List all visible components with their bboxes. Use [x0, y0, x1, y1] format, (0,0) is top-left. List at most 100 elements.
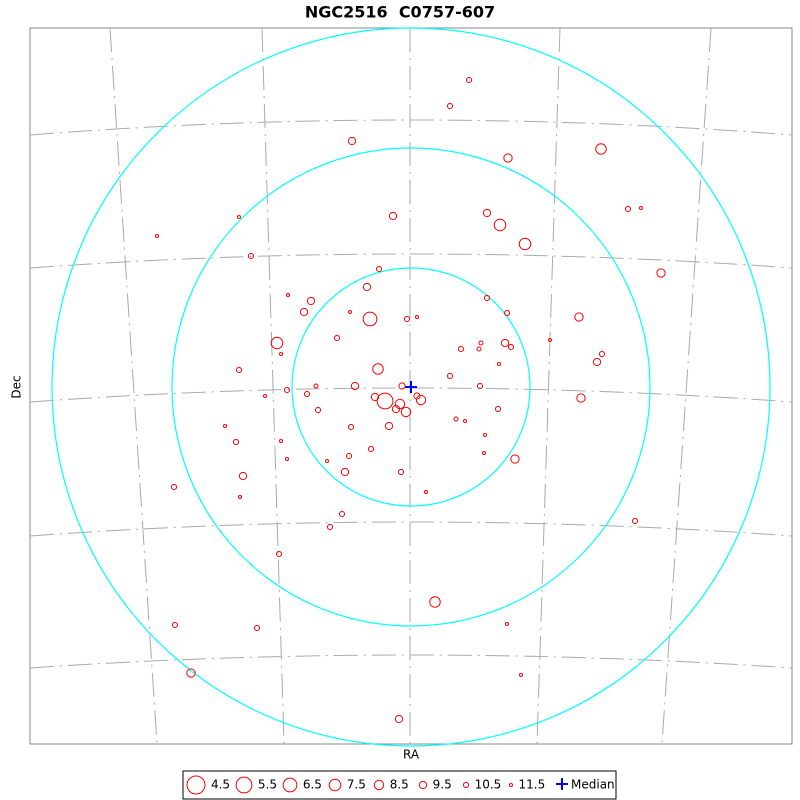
- star: [170, 483, 178, 491]
- star: [279, 352, 283, 356]
- legend-symbol: [282, 777, 298, 793]
- star: [429, 596, 441, 608]
- star: [413, 392, 421, 400]
- star: [376, 392, 394, 410]
- star: [223, 424, 227, 428]
- star: [503, 309, 511, 317]
- legend-label: Median: [571, 778, 615, 792]
- ra-grid: [261, 27, 285, 745]
- legend-label: 11.5: [518, 778, 545, 792]
- star: [518, 237, 532, 251]
- star: [299, 307, 309, 317]
- legend-symbol: [373, 779, 385, 791]
- star: [155, 234, 159, 238]
- star: [482, 451, 486, 455]
- star: [235, 366, 243, 374]
- star: [384, 421, 394, 431]
- star: [340, 467, 350, 477]
- dec-grid: [29, 654, 793, 669]
- star: [483, 433, 487, 437]
- star: [171, 621, 179, 629]
- star: [391, 404, 401, 414]
- star: [279, 439, 283, 443]
- star: [453, 416, 459, 422]
- star: [446, 102, 454, 110]
- star: [325, 459, 329, 463]
- star: [333, 334, 341, 342]
- legend-label: 10.5: [475, 778, 502, 792]
- star: [476, 346, 482, 352]
- star: [403, 315, 411, 323]
- legend-label: 5.5: [258, 778, 277, 792]
- star: [313, 383, 319, 389]
- star: [424, 490, 428, 494]
- legend-label: 9.5: [433, 778, 452, 792]
- star: [238, 471, 248, 481]
- star: [592, 357, 602, 367]
- legend-symbol: [509, 783, 513, 787]
- star: [372, 363, 384, 375]
- star: [270, 336, 284, 350]
- ra-grid: [536, 27, 561, 745]
- star: [639, 206, 643, 210]
- x-axis-label: RA: [403, 748, 420, 762]
- ra-grid: [109, 27, 158, 745]
- legend-label: 6.5: [303, 778, 322, 792]
- star: [493, 218, 507, 232]
- dec-grid: [29, 119, 793, 136]
- star: [503, 153, 513, 163]
- star: [350, 381, 360, 391]
- star: [500, 338, 510, 348]
- star: [347, 423, 355, 431]
- star: [348, 310, 352, 314]
- chart-title: NGC2516 C0757-607: [305, 3, 495, 22]
- star: [237, 215, 241, 219]
- star: [482, 208, 492, 218]
- star: [505, 622, 509, 626]
- star: [478, 340, 484, 346]
- legend-symbol: [235, 776, 253, 794]
- star: [519, 673, 523, 677]
- star: [314, 406, 322, 414]
- star: [415, 394, 427, 406]
- star: [394, 714, 404, 724]
- dec-grid: [29, 253, 793, 269]
- star: [507, 343, 515, 351]
- star: [388, 211, 398, 221]
- star: [394, 398, 406, 410]
- star: [400, 406, 412, 418]
- star: [367, 445, 375, 453]
- radius-ring: [171, 147, 651, 627]
- star: [362, 282, 372, 292]
- star: [595, 143, 607, 155]
- star: [574, 312, 584, 322]
- star: [345, 452, 353, 460]
- star: [497, 362, 501, 366]
- star: [598, 350, 606, 358]
- star: [548, 338, 552, 342]
- star: [415, 315, 419, 319]
- star: [631, 517, 639, 525]
- star: [306, 296, 316, 306]
- star: [656, 268, 666, 278]
- star: [494, 405, 502, 413]
- legend-label: 7.5: [347, 778, 366, 792]
- dec-grid: [29, 521, 793, 537]
- radius-ring: [291, 267, 531, 507]
- star: [285, 457, 289, 461]
- legend-symbol: [186, 775, 206, 795]
- star: [247, 252, 255, 260]
- legend-symbol: [462, 781, 470, 789]
- star: [338, 510, 346, 518]
- star: [476, 382, 484, 390]
- star: [347, 136, 357, 146]
- star: [275, 550, 283, 558]
- legend-symbol: [418, 780, 428, 790]
- star: [186, 668, 196, 678]
- star: [303, 390, 311, 398]
- star: [397, 468, 405, 476]
- star: [286, 293, 290, 297]
- star: [624, 205, 632, 213]
- star: [483, 294, 491, 302]
